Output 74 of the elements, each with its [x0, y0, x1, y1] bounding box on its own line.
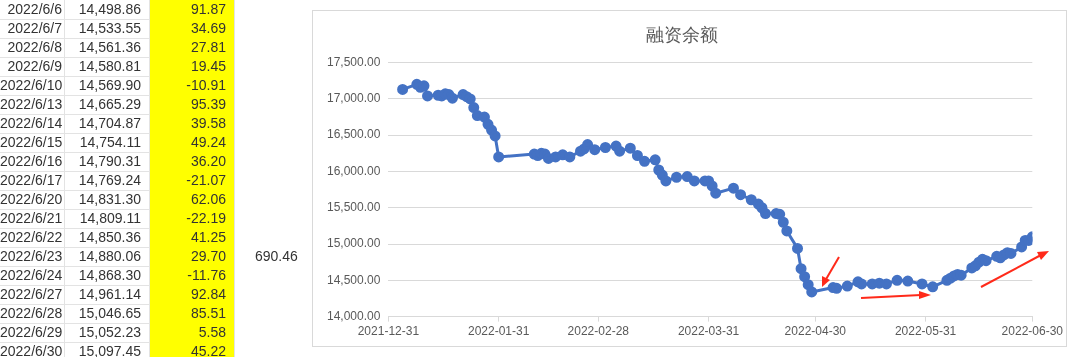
y-tick-label: 14,000.00 [326, 308, 381, 323]
data-label: 91.87 [150, 0, 235, 19]
category-label: 2022/6/23 [0, 247, 65, 266]
data-label: -21.07 [150, 171, 235, 190]
data-label: 14,769.24 [65, 171, 150, 190]
data-label: 14,561.36 [65, 38, 150, 57]
data-label: 14,790.31 [65, 152, 150, 171]
category-label: 2022/6/30 [0, 342, 65, 357]
x-tick-label: 2022-06-30 [1001, 324, 1064, 339]
data-label: 14,580.81 [65, 57, 150, 76]
data-label: 36.20 [150, 152, 235, 171]
x-tick-label: 2022-02-28 [567, 324, 630, 339]
data-label: 49.24 [150, 133, 235, 152]
x-tick-label: 2022-05-31 [894, 324, 957, 339]
category-label: 2022/6/14 [0, 114, 65, 133]
category-label: 2022/6/28 [0, 304, 65, 323]
category-label: 2022/6/29 [0, 323, 65, 342]
category-label: 2022/6/13 [0, 95, 65, 114]
data-label: 62.06 [150, 190, 235, 209]
y-tick-label: 16,500.00 [326, 127, 381, 142]
data-label: 14,498.86 [65, 0, 150, 19]
data-label: 14,754.11 [65, 133, 150, 152]
data-label: 14,809.11 [65, 209, 150, 228]
data-label: 14,850.36 [65, 228, 150, 247]
category-label: 2022/6/6 [0, 0, 65, 19]
category-label: 2022/6/21 [0, 209, 65, 228]
data-label: 14,831.30 [65, 190, 150, 209]
data-label: 15,052.23 [65, 323, 150, 342]
data-label: 95.39 [150, 95, 235, 114]
data-label: 14,961.14 [65, 285, 150, 304]
x-tick-label: 2021-12-31 [357, 324, 420, 339]
category-label: 2022/6/10 [0, 76, 65, 95]
text: 690.46 [255, 247, 298, 266]
category-label: 2022/6/27 [0, 285, 65, 304]
y-tick-label: 17,000.00 [326, 91, 381, 106]
data-label: 14,665.29 [65, 95, 150, 114]
y-tick-label: 16,000.00 [326, 163, 381, 178]
data-label: -11.76 [150, 266, 235, 285]
category-label: 2022/6/8 [0, 38, 65, 57]
data-label: 5.58 [150, 323, 235, 342]
category-label: 2022/6/22 [0, 228, 65, 247]
data-label: 85.51 [150, 304, 235, 323]
x-tick-label: 2022-01-31 [467, 324, 530, 339]
y-tick-label: 15,000.00 [326, 236, 381, 251]
data-label: 15,097.45 [65, 342, 150, 357]
data-label: 19.45 [150, 57, 235, 76]
x-tick-label: 2022-04-30 [784, 324, 847, 339]
data-label: 41.25 [150, 228, 235, 247]
data-label: 15,046.65 [65, 304, 150, 323]
category-label: 2022/6/24 [0, 266, 65, 285]
data-label: 34.69 [150, 19, 235, 38]
data-label: 14,533.55 [65, 19, 150, 38]
y-tick-label: 15,500.00 [326, 200, 381, 215]
data-label: 14,868.30 [65, 266, 150, 285]
data-label: 14,569.90 [65, 76, 150, 95]
category-label: 2022/6/7 [0, 19, 65, 38]
category-label: 2022/6/16 [0, 152, 65, 171]
data-label: 92.84 [150, 285, 235, 304]
category-label: 2022/6/9 [0, 57, 65, 76]
data-label: 29.70 [150, 247, 235, 266]
y-tick-label: 17,500.00 [326, 54, 381, 69]
data-label: -10.91 [150, 76, 235, 95]
data-label: 39.58 [150, 114, 235, 133]
x-tick-label: 2022-03-31 [677, 324, 740, 339]
data-label: 45.22 [150, 342, 235, 357]
chart-title: 融资余额 [645, 24, 718, 45]
category-label: 2022/6/20 [0, 190, 65, 209]
category-label: 2022/6/15 [0, 133, 65, 152]
y-tick-label: 14,500.00 [326, 272, 381, 287]
data-label: 14,880.06 [65, 247, 150, 266]
data-label: -22.19 [150, 209, 235, 228]
data-label: 27.81 [150, 38, 235, 57]
data-label: 14,704.87 [65, 114, 150, 133]
category-label: 2022/6/17 [0, 171, 65, 190]
